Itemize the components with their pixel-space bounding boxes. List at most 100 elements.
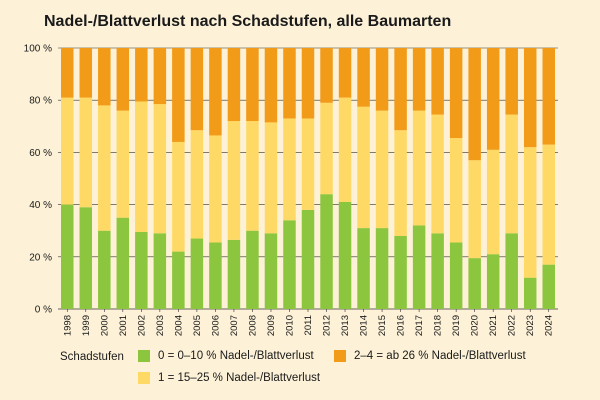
bar-segment-2012-s0 <box>320 194 333 309</box>
bar-segment-2001-s1 <box>116 110 130 218</box>
bar-segment-2004-s1 <box>172 141 185 252</box>
x-tick-label: 2006 <box>210 315 221 336</box>
bar-stacks <box>61 48 555 309</box>
x-tick-label: 2005 <box>192 315 203 336</box>
x-tick-label: 2019 <box>451 315 462 336</box>
bar-segment-2021-s1 <box>486 149 500 255</box>
bar-segment-2020-s1 <box>468 160 481 259</box>
bar-segment-2018-s1 <box>431 114 444 234</box>
x-tick-label: 2001 <box>118 315 129 336</box>
bar-segment-2016-s2 <box>394 48 407 131</box>
bar-segment-1999-s0 <box>79 207 93 309</box>
bar-segment-1999-s1 <box>79 97 93 208</box>
x-tick-label: 2003 <box>155 315 166 336</box>
bar-segment-2001-s2 <box>116 48 130 111</box>
bar-segment-2009-s0 <box>264 233 278 309</box>
legend-item-class-0: 0 = 0–10 % Nadel-/Blattverlust <box>138 350 314 362</box>
bar-segment-2011-s1 <box>301 118 315 210</box>
x-tick-label: 2012 <box>322 315 333 336</box>
bar-segment-2014-s0 <box>357 228 370 309</box>
bar-segment-2018-s0 <box>431 233 444 309</box>
bar-segment-2020-s0 <box>468 258 481 309</box>
bar-segment-2016-s0 <box>394 235 407 309</box>
bar-segment-2006-s0 <box>209 242 222 309</box>
bar-segment-2015-s2 <box>375 48 389 111</box>
bar-segment-2002-s2 <box>135 48 148 102</box>
legend-swatch-class-1 <box>138 372 150 384</box>
bar-segment-1998-s1 <box>61 97 74 205</box>
bar-segment-2003-s1 <box>153 104 167 234</box>
bar-segment-2018-s2 <box>431 48 444 115</box>
bar-segment-2000-s0 <box>98 230 111 309</box>
bar-segment-2009-s1 <box>264 122 278 234</box>
bar-segment-2011-s2 <box>301 48 315 119</box>
bar-segment-2024-s1 <box>542 144 555 265</box>
chart-title: Nadel-/Blattverlust nach Schadstufen, al… <box>44 13 452 30</box>
y-axis-ticks: 0 % 20 % 40 % 60 % 80 % 100 % <box>24 44 52 316</box>
x-tick-label: 2022 <box>507 315 518 336</box>
bar-segment-2017-s0 <box>412 225 426 309</box>
bar-segment-2022-s0 <box>505 233 518 309</box>
y-tick-label: 0 % <box>35 305 52 316</box>
bar-segment-2013-s2 <box>338 48 352 98</box>
x-tick-label: 2024 <box>544 315 555 336</box>
bar-segment-2007-s2 <box>227 48 241 122</box>
bar-segment-2013-s0 <box>338 201 352 309</box>
bar-segment-2021-s0 <box>486 254 500 309</box>
y-tick-label: 60 % <box>29 148 52 159</box>
x-tick-label: 1998 <box>62 315 73 336</box>
legend-title: Schadstufen <box>60 351 124 363</box>
y-tick-label: 40 % <box>29 200 52 211</box>
bar-segment-2000-s2 <box>98 48 111 106</box>
x-tick-label: 2009 <box>266 315 277 336</box>
legend-swatch-class-2-4 <box>334 350 346 362</box>
legend-label-class-2-4: 2–4 = ab 26 % Nadel-/Blattverlust <box>354 350 526 362</box>
x-tick-label: 2017 <box>414 315 425 336</box>
bar-segment-2008-s1 <box>246 121 259 231</box>
x-tick-label: 2000 <box>99 315 110 336</box>
bar-segment-2017-s1 <box>412 110 426 226</box>
bar-segment-2003-s2 <box>153 48 167 105</box>
bar-segment-2010-s1 <box>283 118 296 221</box>
bar-segment-2007-s1 <box>227 121 241 240</box>
bar-segment-2023-s1 <box>523 147 537 278</box>
y-tick-label: 100 % <box>24 44 52 55</box>
bar-segment-2015-s1 <box>375 110 389 229</box>
x-tick-label: 1999 <box>81 315 92 336</box>
bar-segment-2014-s1 <box>357 106 370 229</box>
bar-segment-2004-s0 <box>172 251 185 309</box>
bar-segment-2008-s2 <box>246 48 259 122</box>
x-tick-label: 2011 <box>303 315 314 335</box>
x-axis-ticks: 1998 1999 2000 2001 2002 2003 2004 2005 2006 2007… <box>62 309 555 336</box>
bar-segment-2013-s1 <box>338 97 352 202</box>
bar-segment-1999-s2 <box>79 48 93 98</box>
bar-segment-2002-s0 <box>135 232 148 309</box>
bar-segment-2022-s1 <box>505 114 518 234</box>
bar-segment-2006-s1 <box>209 135 222 243</box>
bar-segment-2022-s2 <box>505 48 518 115</box>
bar-segment-2023-s0 <box>523 277 537 309</box>
y-tick-label: 20 % <box>29 252 52 263</box>
bar-segment-2005-s2 <box>190 48 204 131</box>
legend-label-class-0: 0 = 0–10 % Nadel-/Blattverlust <box>158 350 314 362</box>
bar-segment-2024-s0 <box>542 264 555 309</box>
x-tick-label: 2016 <box>396 315 407 336</box>
bar-segment-2023-s2 <box>523 48 537 148</box>
bar-segment-2020-s2 <box>468 48 481 161</box>
x-tick-label: 2014 <box>359 315 370 336</box>
bar-segment-2006-s2 <box>209 48 222 136</box>
x-tick-label: 2018 <box>433 315 444 336</box>
bar-segment-2014-s2 <box>357 48 370 107</box>
x-tick-label: 2013 <box>340 315 351 336</box>
x-tick-label: 2010 <box>284 315 295 336</box>
bar-segment-2024-s2 <box>542 48 555 145</box>
x-tick-label: 2015 <box>377 315 388 336</box>
bar-segment-2021-s2 <box>486 48 500 150</box>
x-tick-label: 2021 <box>488 315 499 336</box>
bar-segment-2016-s1 <box>394 130 407 236</box>
legend-swatch-class-0 <box>138 350 150 362</box>
x-tick-label: 2004 <box>173 315 184 336</box>
bar-segment-2005-s0 <box>190 238 204 309</box>
bar-segment-2012-s2 <box>320 48 333 103</box>
